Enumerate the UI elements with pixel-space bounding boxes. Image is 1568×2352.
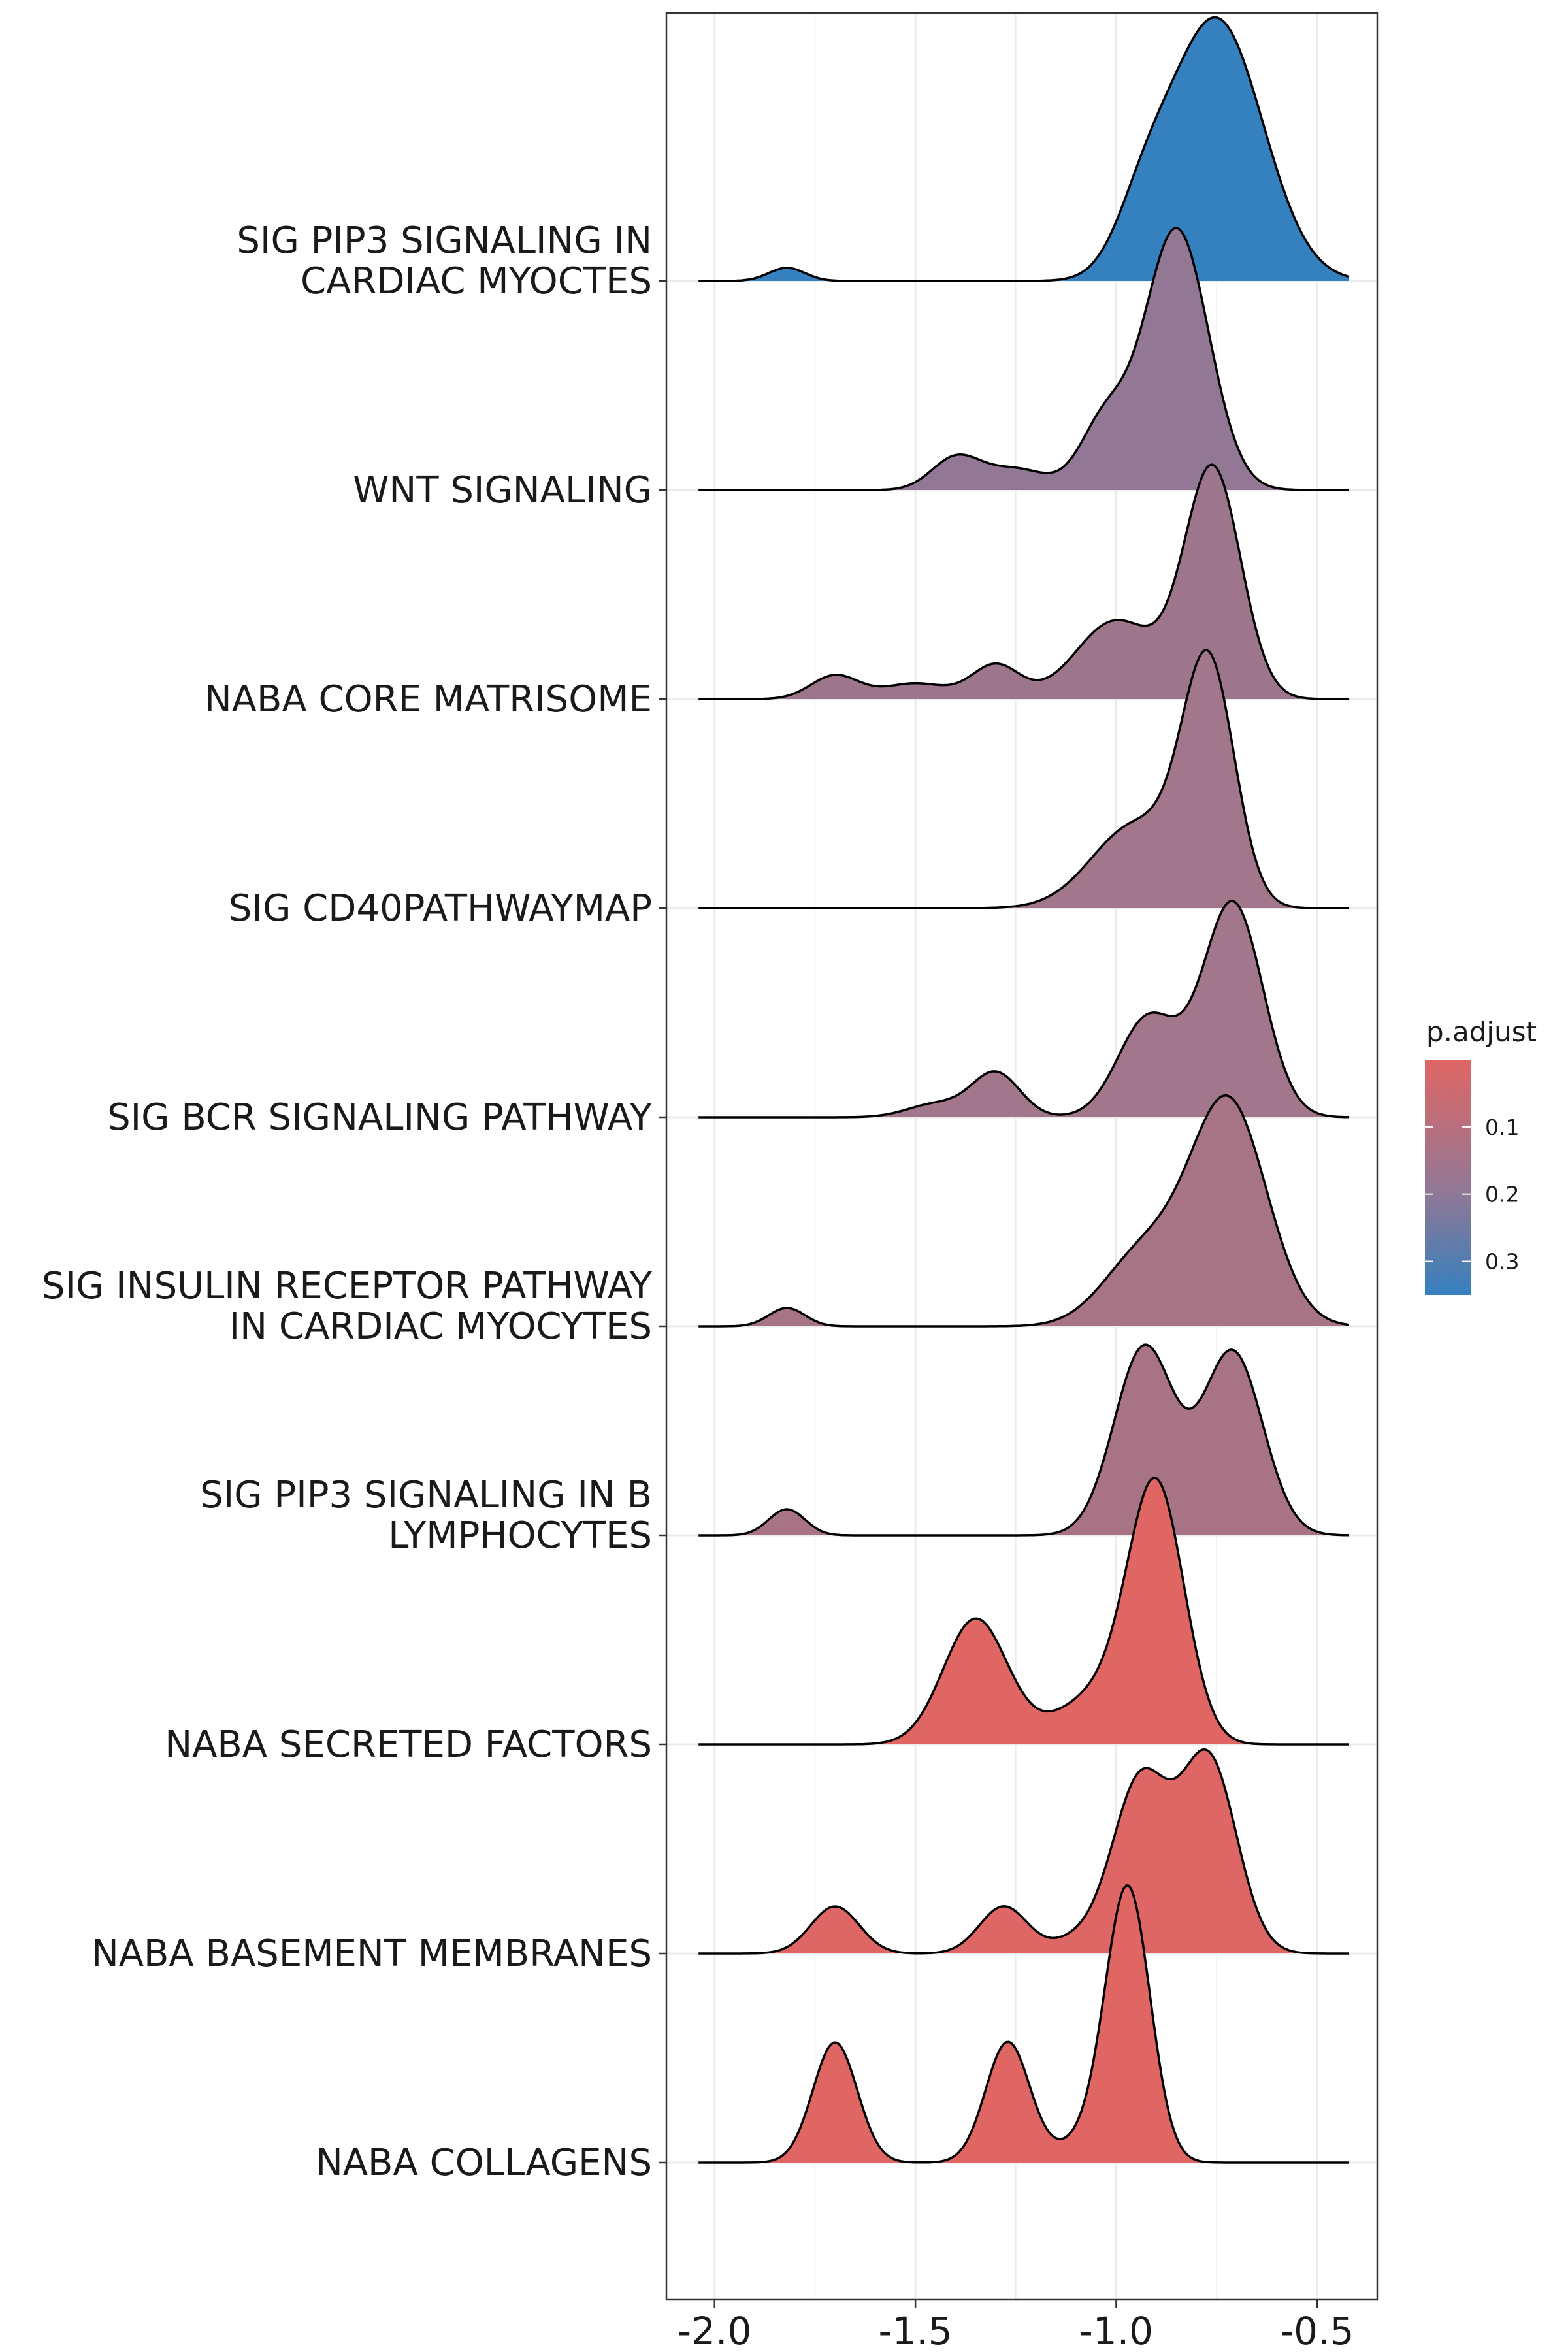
y-tick-label: SIG INSULIN RECEPTOR PATHWAY IN CARDIAC M… [42,1265,653,1348]
legend-title: p.adjust [1426,1016,1537,1048]
ridge-outline [698,1343,1349,1537]
ridge-outline [698,1094,1350,1328]
legend-tick-label: 0.2 [1485,1182,1519,1207]
ridge-outline [698,16,1350,282]
ridge-outline [698,1477,1349,1746]
y-tick-label-line: SIG INSULIN RECEPTOR PATHWAY [42,1265,653,1307]
x-tick-label: -1.0 [1079,2309,1153,2352]
y-tick-label-line: CARDIAC MYOCTES [301,260,652,302]
y-tick-label: NABA COLLAGENS [316,2142,652,2184]
ridge-outline [698,1884,1349,2164]
y-tick-label-line: WNT SIGNALING [353,469,652,512]
ridge-area [698,1885,1349,2163]
y-tick-label-line: IN CARDIAC MYOCYTES [229,1305,652,1348]
y-axis: SIG PIP3 SIGNALING IN CARDIAC MYOCTES WNT … [42,220,666,2184]
ridge-area [698,1095,1349,1326]
ridges [698,16,1350,2164]
y-tick-label: SIG BCR SIGNALING PATHWAY [107,1096,653,1139]
y-tick-label-line: NABA CORE MATRISOME [204,678,652,721]
legend-tick-label: 0.3 [1485,1249,1519,1275]
ridge-outline [698,649,1349,909]
ridge-area [698,1345,1349,1535]
ridge-outline [698,1748,1349,1955]
y-tick-label-line: NABA BASEMENT MEMBRANES [91,1933,652,1975]
ridge-area [698,17,1349,281]
y-tick-label: NABA CORE MATRISOME [204,678,652,721]
y-tick-label-line: SIG PIP3 SIGNALING IN [237,220,652,262]
ridge-area [698,465,1349,699]
legend-ticks: 0.1 0.2 0.3 [1425,1115,1519,1275]
panel-border [665,12,1379,2301]
ridge-outline [698,900,1350,1119]
y-tick-label: SIG PIP3 SIGNALING IN B LYMPHOCYTES [200,1474,652,1557]
x-tick-label: -0.5 [1280,2309,1354,2352]
legend: p.adjust 0.1 0.2 0.3 [1425,1016,1537,1295]
y-tick-label-line: SIG PIP3 SIGNALING IN B [200,1474,652,1516]
legend-tick-label: 0.1 [1485,1115,1519,1140]
x-tick-label: -2.0 [678,2309,751,2352]
ridge-area [698,227,1349,490]
ridge-outline [698,463,1349,700]
legend-colorbar [1425,1060,1471,1295]
y-tick-label-line: NABA SECRETED FACTORS [165,1723,652,1766]
y-tick-label-line: SIG BCR SIGNALING PATHWAY [107,1096,653,1139]
y-tick-label-line: SIG CD40PATHWAYMAP [229,887,652,930]
y-tick-label: NABA SECRETED FACTORS [165,1723,652,1766]
y-tick-label: WNT SIGNALING [353,469,652,512]
ridge-area [698,1749,1349,1953]
y-tick-label-line: LYMPHOCYTES [388,1514,652,1557]
x-axis: -2.0 -1.5 -1.0 -0.5 [678,2300,1354,2352]
y-tick-label: SIG CD40PATHWAYMAP [229,887,652,930]
ridge-area [698,649,1349,908]
ridge-area [698,900,1349,1117]
panel-background [666,13,1377,2300]
ridge-outline [698,227,1349,491]
ridge-area [698,1477,1349,1744]
y-tick-label: NABA BASEMENT MEMBRANES [91,1933,652,1975]
y-tick-label: SIG PIP3 SIGNALING IN CARDIAC MYOCTES [237,220,652,302]
x-tick-label: -1.5 [879,2309,953,2352]
y-tick-label-line: NABA COLLAGENS [316,2142,652,2184]
